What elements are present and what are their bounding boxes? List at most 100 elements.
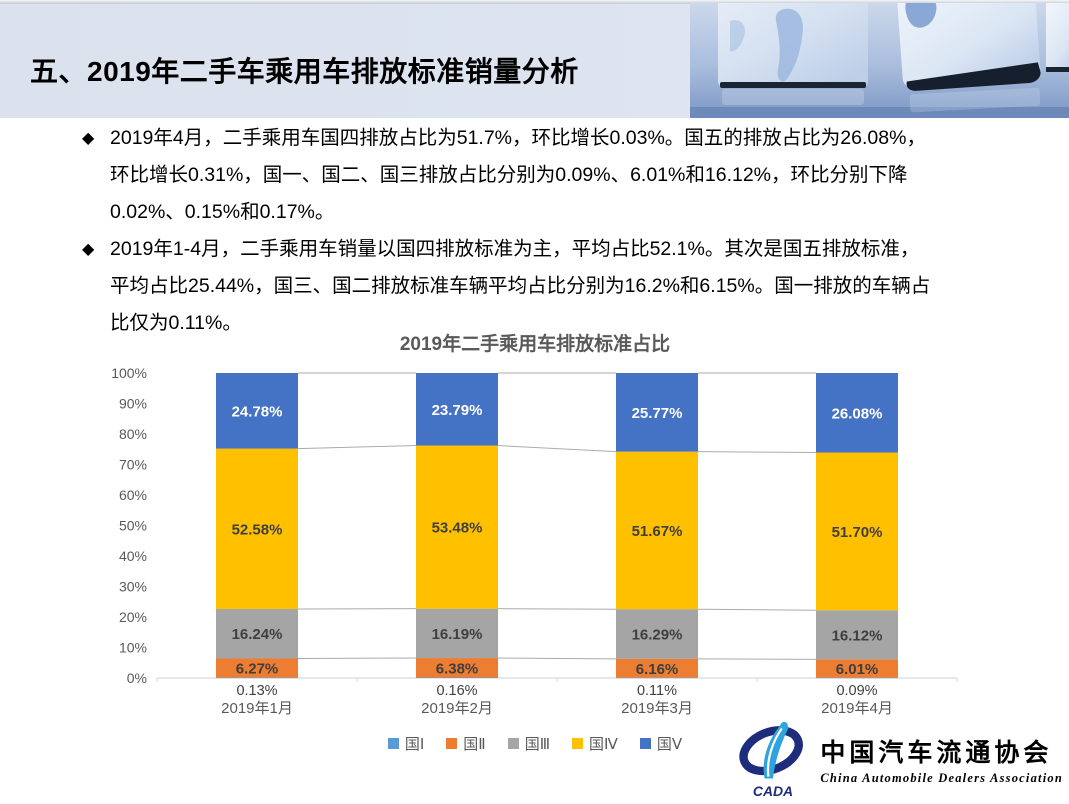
emission-stacked-bar-chart: 0% 10% 20% 30% 40% 50% 60% 70% 80% 90% 100% 0.13% 6.… [95, 358, 975, 723]
bullet-line: 平均占比25.44%，国三、国二排放标准车辆平均占比分别为16.2%和6.15%… [110, 275, 931, 297]
legend-item: 国Ⅱ [446, 733, 486, 754]
legend-label: 国Ⅳ [589, 736, 618, 753]
bullet-line: 环比增长0.31%，国一、国二、国三排放占比分别为0.09%、6.01%和16.… [110, 164, 908, 186]
bar-segment-label: 25.77% [632, 405, 683, 422]
bar-segment [616, 677, 698, 679]
series-connector-line [497, 445, 617, 453]
bullet-text: 2019年1-4月，二手乘用车销量以国四排放标准为主，平均占比52.1%。其次是… [110, 231, 930, 342]
series-connector-line [697, 658, 817, 660]
bar-segment [616, 451, 698, 610]
y-axis-tick-label: 90% [119, 396, 147, 412]
bar-segment [416, 373, 498, 446]
x-axis-category-label: 2019年1月 [221, 700, 293, 717]
y-axis-tick-label: 80% [119, 426, 147, 442]
y-axis-tick-label: 20% [119, 609, 147, 625]
bullet-line: 2019年1-4月，二手乘用车销量以国四排放标准为主，平均占比52.1%。其次是… [110, 238, 920, 260]
cubes-photo [690, 3, 1069, 118]
y-axis-tick-label: 70% [119, 457, 147, 473]
legend-label: 国Ⅲ [524, 736, 551, 753]
bar-segment [216, 448, 298, 609]
bar-segment-label: 16.29% [632, 627, 683, 644]
bar-segment-label: 6.16% [636, 661, 679, 678]
bar-segment-label: 53.48% [432, 520, 483, 537]
legend-swatch [639, 738, 651, 749]
y-axis-tick-label: 60% [119, 487, 147, 503]
diamond-bullet-icon: ◆ [82, 241, 95, 258]
bar-segment [416, 445, 498, 609]
series-connector-line [697, 608, 817, 611]
bar-segment [816, 373, 898, 453]
chart-legend: 国Ⅰ 国Ⅱ 国Ⅲ 国Ⅳ 国Ⅴ [95, 733, 975, 754]
bar-segment-label: 51.67% [632, 523, 683, 540]
bar-segment-label: 6.27% [236, 661, 279, 678]
bar-segment [216, 373, 298, 449]
bar-segment [816, 677, 898, 679]
y-axis-tick-label: 100% [111, 365, 147, 381]
cada-logo-name-cn: 中国汽车流通协会 [820, 739, 1053, 767]
series-connector-line [297, 445, 417, 450]
bullet-line: 0.02%、0.15%和0.17%。 [110, 201, 335, 223]
chart-title: 2019年二手乘用车排放标准占比 [399, 334, 671, 355]
x-axis-category-label: 2019年3月 [621, 700, 693, 717]
bar-segment [216, 677, 298, 679]
bullet-item: ◆ 2019年4月，二手乘用车国四排放占比为51.7%，环比增长0.03%。国五… [82, 120, 1022, 231]
bar-segment [816, 659, 898, 678]
bar-segment-label-below-axis: 0.11% [637, 683, 677, 699]
legend-label: 国Ⅱ [463, 736, 486, 753]
cada-logo-name-en: China Automobile Dealers Association [820, 770, 1063, 785]
legend-item: 国Ⅴ [639, 733, 683, 754]
bar-segment [416, 677, 498, 679]
y-axis-tick-label: 10% [119, 640, 147, 656]
bar-segment-label-below-axis: 0.16% [436, 683, 477, 699]
bar-segment [616, 658, 698, 678]
bullet-line: 2019年4月，二手乘用车国四排放占比为51.7%，环比增长0.03%。国五的排… [110, 127, 926, 149]
bar-segment-label-below-axis: 0.09% [836, 683, 877, 699]
bar-segment-label: 16.24% [232, 626, 283, 643]
x-axis-category-label: 2019年4月 [821, 700, 893, 717]
series-connector-line [697, 451, 817, 454]
bar-segment-label: 16.19% [432, 626, 483, 643]
y-axis-tick-label: 30% [119, 579, 147, 595]
bar-segment [616, 373, 698, 452]
legend-item: 国Ⅳ [572, 733, 618, 754]
x-axis-category-label: 2019年2月 [421, 700, 493, 717]
y-axis-tick-label: 40% [119, 548, 147, 564]
legend-label: 国Ⅰ [404, 736, 425, 753]
page-title: 五、2019年二手车乘用车排放标准销量分析 [30, 56, 579, 87]
legend-swatch [446, 738, 458, 749]
bar-segment [216, 608, 298, 659]
header-band: 五、2019年二手车乘用车排放标准销量分析 [0, 0, 1069, 118]
cada-logo: CADA 中国汽车流通协会 China Automobile Dealers A… [734, 718, 1063, 800]
bar-segment [616, 609, 698, 659]
legend-swatch [507, 738, 519, 749]
y-axis-tick-label: 50% [119, 518, 147, 534]
header-top-strip [0, 0, 1069, 4]
bar-segment-label: 6.38% [436, 660, 479, 677]
bullet-line: 比仅为0.11%。 [110, 312, 242, 334]
bar-segment-label: 16.12% [832, 627, 883, 644]
legend-label: 国Ⅴ [656, 736, 683, 753]
bar-segment-label: 23.79% [432, 402, 483, 419]
bar-segment-label-below-axis: 0.13% [236, 683, 277, 699]
bullet-text: 2019年4月，二手乘用车国四排放占比为51.7%，环比增长0.03%。国五的排… [110, 120, 926, 231]
legend-swatch [387, 738, 399, 749]
cada-logo-mark: CADA [739, 721, 804, 799]
series-connector-line [497, 657, 617, 660]
bar-segment [416, 608, 498, 659]
bullet-list: ◆ 2019年4月，二手乘用车国四排放占比为51.7%，环比增长0.03%。国五… [82, 120, 1022, 342]
y-axis-tick-label: 0% [127, 670, 147, 686]
diamond-bullet-icon: ◆ [82, 130, 95, 147]
bar-segment [216, 658, 298, 678]
bar-segment-label: 26.08% [832, 405, 883, 422]
series-connector-line [497, 608, 617, 610]
legend-swatch [572, 738, 584, 749]
legend-item: 国Ⅲ [507, 733, 551, 754]
bar-segment [816, 610, 898, 660]
cada-logo-acronym: CADA [753, 783, 793, 799]
bar-segment [416, 658, 498, 678]
bar-segment-label: 52.58% [232, 521, 283, 538]
bar-segment-label: 6.01% [836, 661, 879, 678]
bar-segment-label: 51.70% [832, 524, 883, 541]
bar-segment-label: 24.78% [232, 403, 283, 420]
